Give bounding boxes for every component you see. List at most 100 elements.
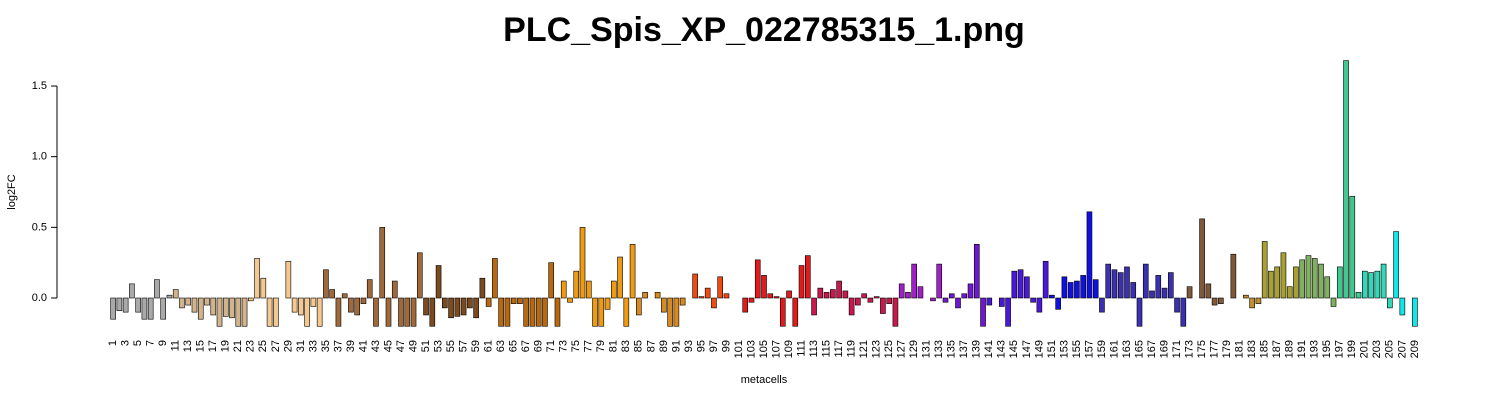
bar — [341, 293, 348, 299]
bar — [805, 255, 811, 299]
bar — [122, 297, 129, 313]
bar — [1380, 263, 1387, 299]
bar — [1211, 297, 1218, 306]
bar — [779, 297, 786, 327]
bar — [448, 297, 454, 319]
bar — [692, 273, 698, 299]
bar — [1311, 258, 1318, 299]
bar — [191, 297, 198, 313]
x-tick-label: 113 — [808, 340, 820, 358]
bar — [473, 297, 479, 319]
bar — [285, 260, 292, 299]
bar — [442, 297, 448, 309]
bar — [498, 297, 504, 327]
bar — [116, 297, 123, 312]
bar — [936, 263, 943, 299]
x-tick-label: 95 — [695, 340, 707, 352]
x-tick-label: 209 — [1409, 340, 1421, 358]
x-tick-label: 3 — [120, 340, 132, 346]
bar — [1074, 280, 1080, 299]
bar — [517, 297, 523, 304]
bar — [642, 292, 648, 299]
bar — [1117, 272, 1124, 299]
x-tick-label: 187 — [1271, 340, 1283, 358]
bar — [1299, 259, 1306, 299]
bar — [955, 297, 961, 309]
x-tick-label: 29 — [282, 340, 294, 352]
x-tick-label: 77 — [583, 340, 595, 352]
x-tick-label: 11 — [170, 340, 182, 351]
x-tick-label: 99 — [720, 340, 732, 352]
x-tick-label: 89 — [658, 340, 670, 352]
bar — [723, 293, 730, 299]
x-tick-label: 203 — [1371, 340, 1383, 358]
bar — [867, 297, 874, 303]
x-tick-label: 197 — [1334, 340, 1346, 358]
x-tick-label: 181 — [1234, 340, 1246, 358]
bar — [1324, 276, 1331, 299]
bar — [1261, 241, 1268, 299]
bar — [1130, 282, 1137, 299]
x-tick-label: 1 — [107, 340, 119, 346]
bar — [141, 297, 148, 320]
x-axis-label: metacells — [741, 374, 788, 386]
x-tick-label: 41 — [357, 340, 369, 352]
chart-title: PLC_Spis_XP_022785315_1.png — [503, 11, 1025, 49]
bar — [467, 297, 473, 309]
bar — [698, 296, 705, 299]
x-tick-label: 85 — [633, 340, 645, 352]
x-tick-label: 155 — [1071, 340, 1083, 358]
bar — [629, 244, 636, 299]
bar — [404, 297, 411, 327]
bar — [235, 297, 242, 327]
bar — [248, 297, 254, 302]
x-tick-label: 191 — [1296, 340, 1308, 358]
bar — [147, 297, 154, 320]
bar — [1080, 275, 1086, 299]
x-tick-label: 121 — [858, 340, 870, 358]
bar — [973, 244, 980, 299]
bar — [335, 297, 342, 327]
x-tick-label: 143 — [996, 340, 1008, 358]
bar — [110, 297, 116, 320]
bar — [911, 263, 918, 299]
x-tick-label: 159 — [1096, 340, 1108, 358]
x-tick-label: 63 — [495, 340, 507, 352]
y-axis-label: log2FC — [6, 174, 18, 210]
bar — [667, 297, 673, 327]
bar — [999, 297, 1005, 307]
bar — [129, 283, 135, 299]
x-tick-label: 199 — [1346, 340, 1358, 358]
x-tick-label: 165 — [1133, 340, 1145, 358]
bar — [761, 275, 767, 299]
bar — [967, 283, 974, 299]
bar — [1142, 263, 1149, 299]
x-tick-label: 151 — [1046, 340, 1058, 358]
x-tick-label: 177 — [1209, 340, 1221, 358]
bar — [773, 296, 780, 299]
bar — [260, 277, 267, 299]
x-tick-label: 157 — [1083, 340, 1095, 358]
bar — [961, 293, 968, 299]
bar — [273, 297, 279, 327]
bar — [1111, 269, 1118, 299]
bar — [460, 297, 467, 316]
bar — [1092, 279, 1099, 299]
bar — [748, 297, 755, 303]
x-tick-label: 109 — [783, 340, 795, 358]
bar — [154, 279, 160, 299]
x-tick-label: 65 — [508, 340, 520, 352]
x-tick-label: 33 — [307, 340, 319, 352]
x-tick-label: 83 — [620, 340, 632, 352]
bar — [886, 297, 892, 304]
bar — [560, 280, 567, 299]
x-tick-label: 141 — [983, 340, 995, 358]
bar — [673, 297, 680, 327]
bar — [504, 297, 511, 327]
bar — [304, 297, 310, 327]
bar — [204, 297, 210, 306]
bar — [542, 297, 548, 327]
bar — [717, 276, 723, 299]
x-tick-label: 111 — [795, 340, 807, 357]
bar — [1011, 270, 1018, 299]
